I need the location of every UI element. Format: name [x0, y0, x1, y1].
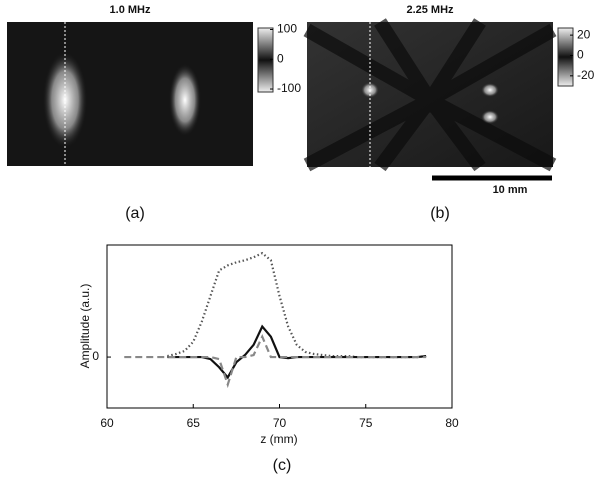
panel-label: (a) — [125, 205, 145, 222]
panel-title: 2.25 MHz — [406, 4, 454, 16]
series-line — [124, 333, 427, 389]
colorbar — [257, 27, 274, 93]
scale-label: 10 mm — [493, 184, 528, 196]
x-tick-label: 80 — [445, 416, 459, 430]
series-line — [167, 251, 427, 359]
blob — [169, 64, 201, 136]
colorbar-tick-label: 0 — [277, 51, 284, 65]
series-line — [167, 324, 427, 380]
panel-label: (b) — [430, 205, 450, 222]
colorbar-tick-label: -100 — [277, 81, 301, 95]
x-tick-label: 60 — [100, 416, 114, 430]
panel-label: (c) — [273, 457, 292, 474]
colorbar-tick-label: 0 — [577, 48, 584, 62]
colorbar-tick-label: 20 — [577, 27, 591, 41]
y-axis-label: Amplitude (a.u.) — [78, 284, 92, 369]
colorbar-tick-label: 100 — [277, 22, 297, 36]
pattern — [303, 18, 557, 172]
colorbar-tick-label: -20 — [577, 68, 595, 82]
blob — [481, 83, 499, 97]
y-tick-label: 0 — [92, 349, 99, 363]
blob — [481, 110, 499, 124]
colorbar — [557, 27, 574, 87]
x-tick-label: 70 — [273, 416, 287, 430]
plot-area — [106, 244, 453, 409]
x-tick-label: 75 — [359, 416, 373, 430]
x-axis-label: z (mm) — [260, 432, 297, 446]
x-tick-label: 65 — [187, 416, 201, 430]
panel-title: 1.0 MHz — [110, 4, 151, 16]
